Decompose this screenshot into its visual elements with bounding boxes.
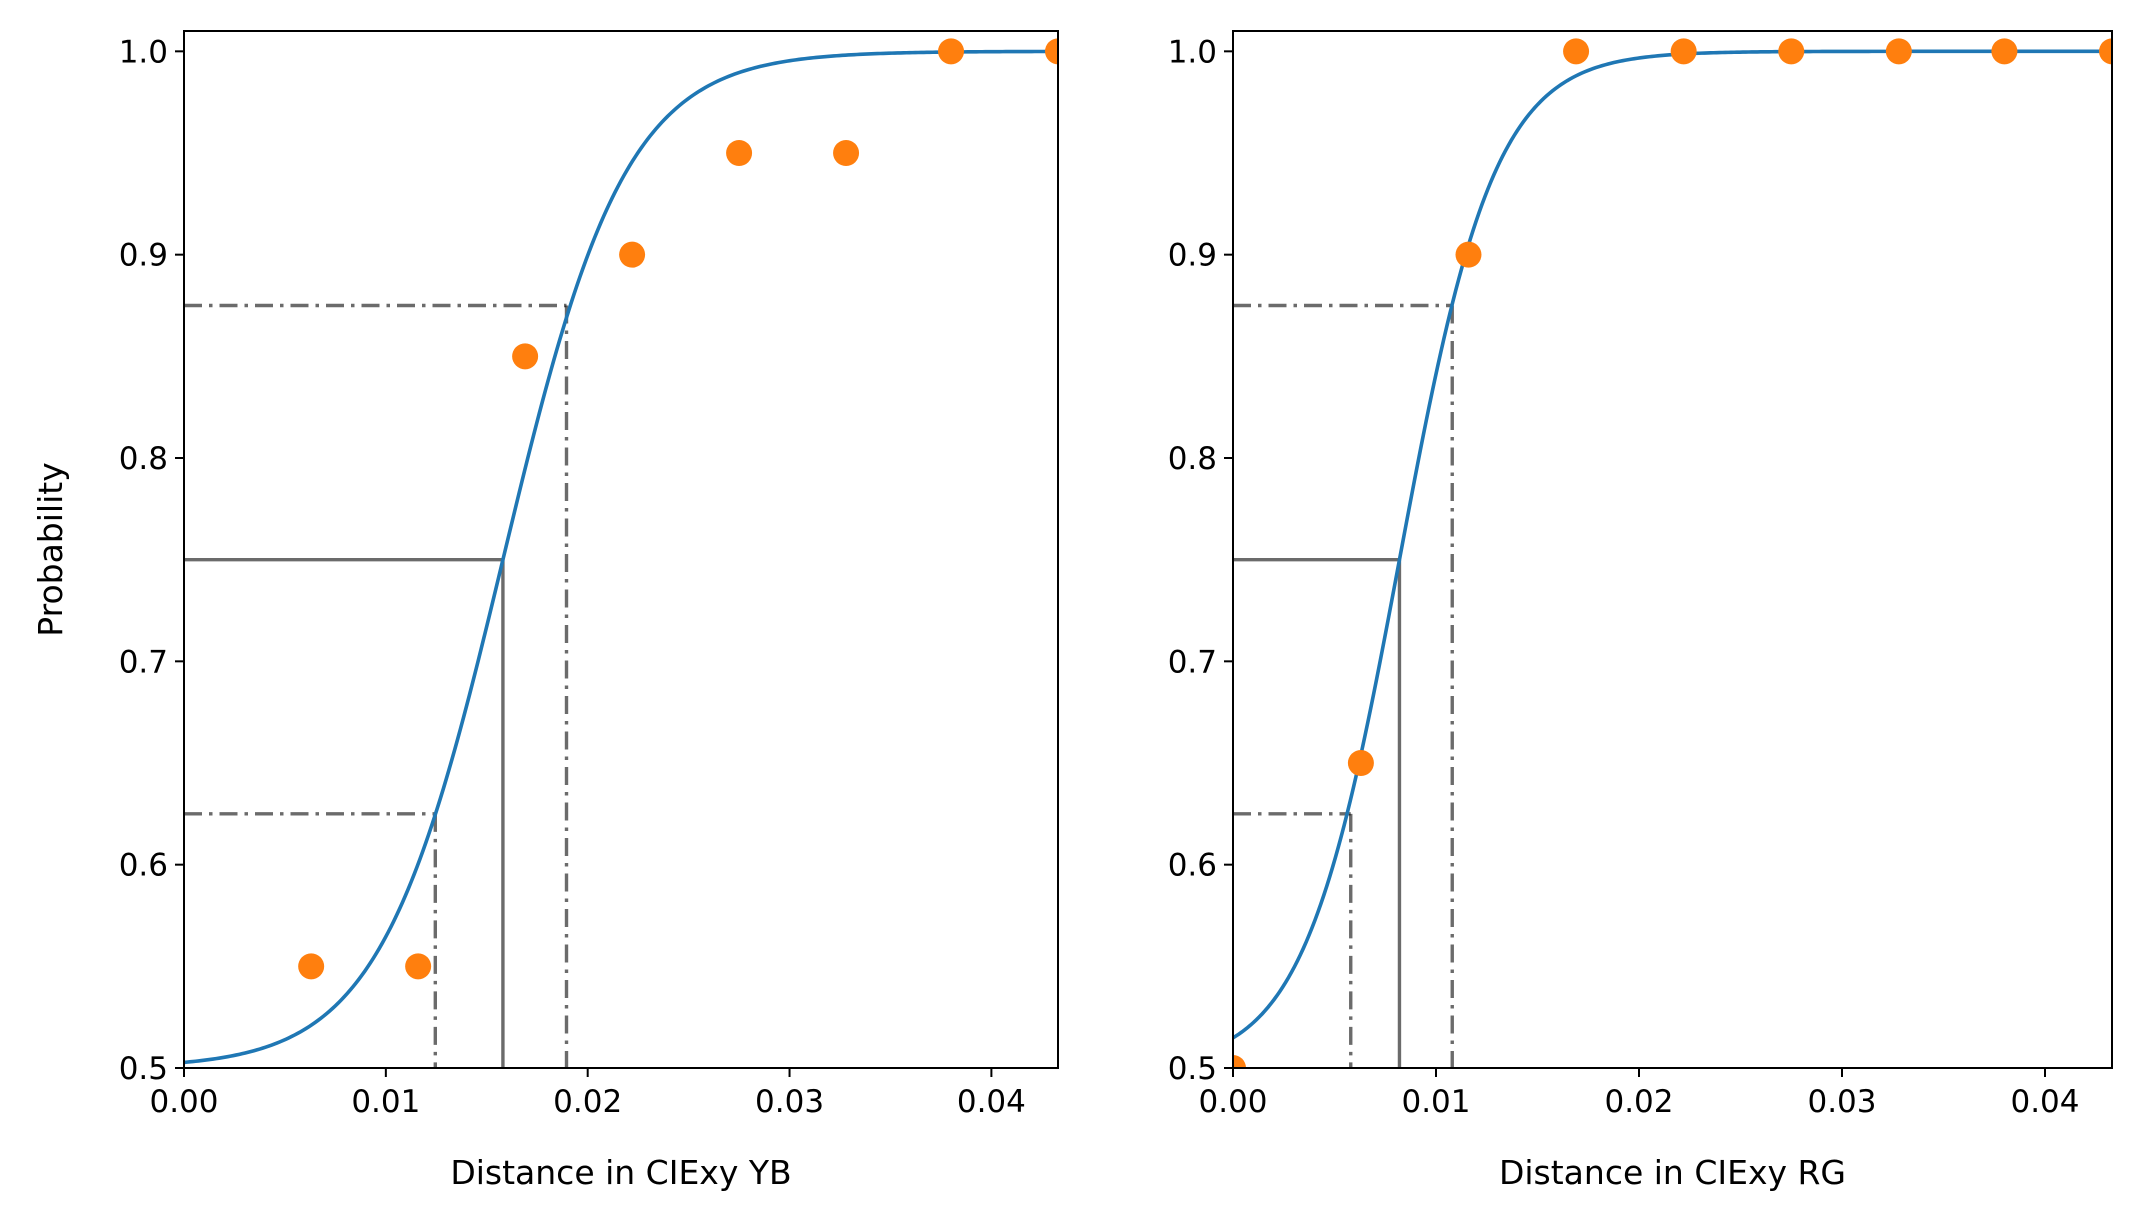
data-point — [1455, 241, 1482, 268]
y-ticks-yb: 0.5 0.6 0.7 0.8 0.9 1.0 — [119, 34, 184, 1087]
x-tick-label: 0.00 — [149, 1084, 218, 1120]
data-point — [1778, 38, 1805, 65]
x-tick-label: 0.01 — [351, 1084, 420, 1120]
observed-points-yb — [298, 38, 1058, 980]
observed-points-rg — [1233, 38, 2112, 1068]
x-axis-label-rg: Distance in CIExy RG — [1499, 1153, 1846, 1192]
data-point — [726, 140, 753, 166]
y-tick-label: 0.7 — [1168, 644, 1217, 680]
x-tick-label: 0.03 — [755, 1084, 824, 1120]
data-point — [619, 241, 646, 268]
data-point — [1347, 750, 1374, 776]
y-ticks-rg: 0.5 0.6 0.7 0.8 0.9 1.0 — [1168, 34, 1233, 1087]
y-tick-label: 0.6 — [1168, 848, 1217, 884]
data-point — [1563, 38, 1590, 65]
y-axis-label: Probability — [31, 462, 70, 636]
data-point — [1045, 38, 1058, 65]
data-point — [1991, 38, 2018, 65]
y-tick-label: 1.0 — [119, 34, 168, 70]
threshold-guides-rg — [1233, 303, 1454, 1068]
y-tick-label: 0.9 — [119, 238, 168, 274]
x-tick-label: 0.04 — [957, 1084, 1026, 1120]
x-ticks-rg: 0.00 0.01 0.02 0.03 0.04 — [1198, 1068, 2080, 1120]
data-point — [405, 953, 432, 980]
chart-yb: 0.00 0.01 0.02 0.03 0.04 0.50.60.70.80.91.0 … — [31, 30, 1059, 1192]
data-point — [1885, 38, 1912, 65]
y-tick-label: 0.8 — [119, 441, 168, 477]
x-tick-label: 0.02 — [553, 1084, 622, 1120]
x-tick-label: 0.04 — [2010, 1084, 2079, 1120]
x-ticks-yb: 0.00 0.01 0.02 0.03 0.04 — [149, 1068, 1026, 1120]
data-point — [298, 953, 325, 980]
threshold-guides-yb — [184, 303, 569, 1068]
x-tick-label: 0.02 — [1604, 1084, 1673, 1120]
y-tick-label: 0.5 — [1168, 1051, 1217, 1087]
data-point — [1233, 1055, 1246, 1068]
y-tick-label: 0.5 — [119, 1051, 168, 1087]
chart-rg: 0.00 0.01 0.02 0.03 0.04 0.50.60.70.80.91.0 … — [1168, 30, 2113, 1192]
x-tick-label: 0.03 — [1807, 1084, 1876, 1120]
y-tick-label: 1.0 — [1168, 34, 1217, 70]
fit-curve-yb — [183, 49, 1059, 1065]
data-point — [2099, 38, 2112, 65]
axes-frame-rg — [1232, 30, 2113, 1069]
data-point — [833, 140, 860, 166]
y-tick-label: 0.6 — [119, 848, 168, 884]
axes-frame-yb — [183, 30, 1059, 1069]
y-tick-label: 0.8 — [1168, 441, 1217, 477]
x-tick-label: 0.01 — [1401, 1084, 1470, 1120]
x-axis-label-yb: Distance in CIExy YB — [450, 1153, 791, 1192]
y-tick-label: 0.9 — [1168, 238, 1217, 274]
y-tick-label: 0.7 — [119, 644, 168, 680]
data-point — [1670, 38, 1697, 65]
x-tick-label: 0.00 — [1198, 1084, 1267, 1120]
data-point — [512, 343, 539, 370]
data-point — [938, 38, 965, 65]
